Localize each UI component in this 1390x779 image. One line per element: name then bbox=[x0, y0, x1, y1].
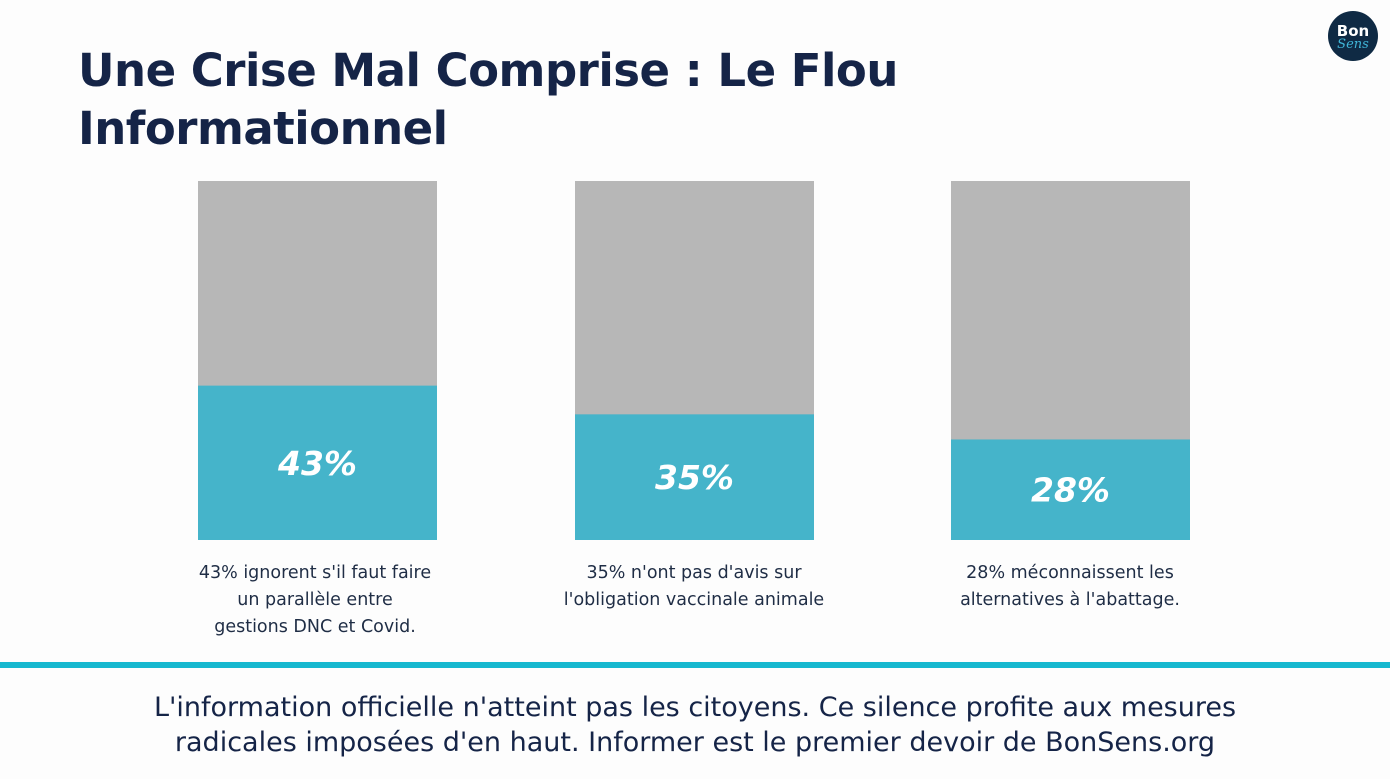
logo-text-bon: Bon bbox=[1336, 21, 1370, 40]
caption-line: l'obligation vaccinale animale bbox=[563, 590, 825, 610]
bar-caption-2: 35% n'ont pas d'avis sur l'obligation va… bbox=[534, 560, 854, 614]
accent-divider bbox=[0, 662, 1390, 668]
bar-value bbox=[575, 414, 814, 540]
caption-line: 28% méconnaissent les bbox=[966, 563, 1174, 583]
footer-line-1: L'information officielle n'atteint pas l… bbox=[153, 692, 1237, 723]
bar-value bbox=[198, 385, 437, 540]
caption-line: 35% n'ont pas d'avis sur bbox=[586, 563, 802, 583]
bar-data-label: 35% bbox=[655, 458, 734, 497]
caption-line: gestions DNC et Covid. bbox=[214, 617, 416, 637]
slide-title: Une Crise Mal Comprise : Le Flou Informa… bbox=[78, 44, 898, 155]
footer-line-2: radicales imposées d'en haut. Informer e… bbox=[174, 727, 1216, 758]
bar-data-label: 43% bbox=[277, 444, 357, 483]
bar-group-2: 35% bbox=[575, 181, 814, 540]
caption-line: 43% ignorent s'il faut faire bbox=[198, 563, 432, 583]
bar-caption-1: 43% ignorent s'il faut faire un parallèl… bbox=[155, 560, 475, 641]
bar-data-label: 28% bbox=[1031, 471, 1110, 510]
logo-text-sens: Sens bbox=[1337, 36, 1369, 52]
bonsens-logo: Bon Sens bbox=[1328, 11, 1378, 61]
bar-group-3: 28% bbox=[951, 181, 1190, 540]
caption-line: alternatives à l'abattage. bbox=[960, 590, 1180, 610]
bar-value bbox=[951, 439, 1190, 540]
bar-group-1: 43% bbox=[198, 181, 437, 540]
bar-caption-3: 28% méconnaissent les alternatives à l'a… bbox=[910, 560, 1230, 614]
footer-message: L'information officielle n'atteint pas l… bbox=[0, 690, 1390, 760]
caption-line: un parallèle entre bbox=[237, 590, 393, 610]
